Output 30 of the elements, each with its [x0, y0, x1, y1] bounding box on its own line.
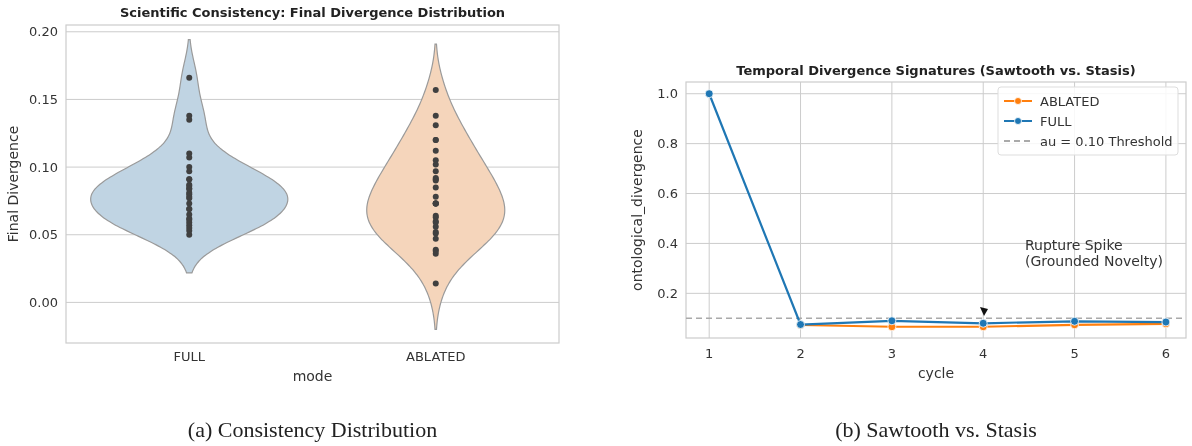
x-tick-label: 1	[705, 346, 714, 361]
y-tick-label: 0.00	[29, 294, 58, 310]
x-tick-label: 6	[1161, 346, 1171, 361]
annotation: Rupture Spike (Grounded Novelty)	[1025, 237, 1163, 269]
x-tick-label: 5	[1070, 346, 1079, 361]
x-tick-label: FULL	[173, 349, 206, 364]
x-tick-label: 4	[979, 346, 988, 361]
y-tick-label: 0.2	[657, 285, 678, 301]
x-tick-label: 2	[796, 346, 805, 361]
text: (b) Sawtooth vs. Stasis	[835, 417, 1037, 442]
y-tick-label: 0.15	[29, 91, 58, 107]
legend-label: au = 0.10 Threshold	[1040, 133, 1173, 149]
chart-title: Temporal Divergence Signatures (Sawtooth vs. Stasis)	[736, 63, 1136, 78]
text: (a) Consistency Distribution	[187, 417, 438, 442]
y-tick-label: 0.05	[29, 227, 58, 243]
y-tick-label: 0.20	[29, 24, 58, 40]
legend-label: FULL	[1040, 113, 1073, 129]
chart-title: Scientific Consistency: Final Divergence Distribution	[119, 5, 506, 20]
x-tick-label: 3	[887, 346, 897, 361]
x-axis-title: mode	[292, 368, 333, 384]
y-axis-title: Final Divergence	[5, 125, 21, 243]
x-tick-label: ABLATED	[406, 349, 466, 364]
y-tick-label: 0.4	[657, 235, 678, 251]
legend-label: ABLATED	[1040, 93, 1100, 109]
x-axis-title: cycle	[917, 365, 955, 381]
y-tick-label: 0.6	[657, 186, 678, 202]
y-tick-label: 1.0	[657, 86, 678, 102]
y-tick-label: 0.10	[29, 159, 58, 175]
y-tick-label: 0.8	[657, 136, 678, 152]
y-axis-title: ontological_divergence	[629, 129, 645, 291]
